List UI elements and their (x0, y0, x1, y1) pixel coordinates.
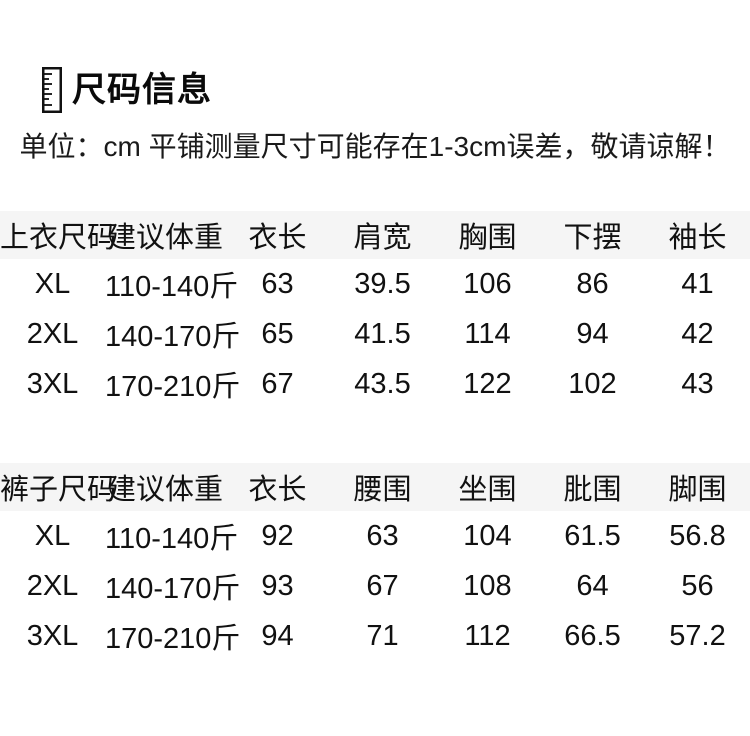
pants-table-header-row: 裤子尺码 建议体重 衣长 腰围 坐围 肶围 脚围 (0, 463, 750, 511)
column-header: 肩宽 (353, 222, 412, 254)
table-cell: 65 (261, 317, 294, 350)
table-row: 2XL 140-170斤 65 41.5 114 94 42 (0, 309, 750, 359)
table-cell: 104 (463, 519, 512, 552)
column-header: 胸围 (458, 222, 517, 254)
column-header: 脚围 (668, 474, 727, 506)
top-table-header-row: 上衣尺码 建议体重 衣长 肩宽 胸围 下摆 袖长 (0, 211, 750, 259)
table-cell: 170-210斤 (105, 371, 241, 403)
column-header: 下摆 (563, 222, 622, 254)
table-cell: 110-140斤 (105, 523, 239, 555)
size-cell: XL (34, 267, 71, 300)
table-cell: 71 (366, 619, 399, 652)
table-row: 3XL 170-210斤 67 43.5 122 102 43 (0, 359, 750, 409)
table-cell: 92 (261, 519, 294, 552)
table-cell: 43.5 (354, 367, 411, 400)
table-cell: 108 (463, 569, 512, 602)
table-cell: 94 (261, 619, 294, 652)
table-row: XL 110-140斤 92 63 104 61.5 56.8 (0, 511, 750, 561)
column-header: 腰围 (353, 474, 412, 506)
column-header: 肶围 (563, 474, 622, 506)
table-cell: 86 (576, 267, 609, 300)
table-cell: 67 (261, 367, 294, 400)
page-title: 尺码信息 (72, 71, 212, 109)
table-cell: 122 (463, 367, 512, 400)
table-cell: 41.5 (354, 317, 411, 350)
table-cell: 112 (464, 619, 511, 652)
size-info-header: 尺码信息 (42, 67, 750, 113)
column-header: 衣长 (248, 222, 307, 254)
size-cell: 2XL (26, 569, 79, 602)
table-cell: 114 (464, 317, 511, 350)
table-cell: 57.2 (669, 619, 726, 652)
table-cell: 140-170斤 (105, 321, 241, 353)
size-cell: 2XL (26, 317, 79, 350)
table-cell: 61.5 (564, 519, 621, 552)
column-header: 上衣尺码 (0, 222, 117, 254)
column-header: 建议体重 (106, 222, 223, 254)
table-row: XL 110-140斤 63 39.5 106 86 41 (0, 259, 750, 309)
column-header: 裤子尺码 (0, 474, 117, 506)
size-cell: 3XL (26, 367, 79, 400)
table-cell: 106 (463, 267, 512, 300)
table-cell: 93 (261, 569, 294, 602)
table-cell: 110-140斤 (105, 271, 239, 303)
table-cell: 67 (366, 569, 399, 602)
table-row: 2XL 140-170斤 93 67 108 64 56 (0, 561, 750, 611)
table-cell: 140-170斤 (105, 573, 241, 605)
pants-size-table: 裤子尺码 建议体重 衣长 腰围 坐围 肶围 脚围 XL 110-140斤 92 … (0, 463, 750, 661)
table-cell: 66.5 (564, 619, 621, 652)
table-cell: 63 (366, 519, 399, 552)
measurement-note: 单位：cm 平铺测量尺寸可能存在1-3cm误差，敬请谅解！ (19, 131, 731, 162)
column-header: 衣长 (248, 474, 307, 506)
table-cell: 56 (681, 569, 714, 602)
column-header: 袖长 (668, 222, 727, 254)
table-cell: 102 (568, 367, 617, 400)
table-cell: 94 (576, 317, 609, 350)
ruler-icon (42, 67, 62, 113)
column-header: 建议体重 (106, 474, 223, 506)
size-cell: XL (34, 519, 71, 552)
table-cell: 42 (681, 317, 714, 350)
table-row: 3XL 170-210斤 94 71 112 66.5 57.2 (0, 611, 750, 661)
table-cell: 41 (681, 267, 714, 300)
table-cell: 43 (681, 367, 714, 400)
column-header: 坐围 (458, 474, 517, 506)
top-size-table: 上衣尺码 建议体重 衣长 肩宽 胸围 下摆 袖长 XL 110-140斤 63 … (0, 211, 750, 409)
table-cell: 63 (261, 267, 294, 300)
size-cell: 3XL (26, 619, 79, 652)
table-cell: 39.5 (354, 267, 411, 300)
table-cell: 170-210斤 (105, 623, 241, 655)
table-cell: 56.8 (669, 519, 726, 552)
table-cell: 64 (576, 569, 609, 602)
